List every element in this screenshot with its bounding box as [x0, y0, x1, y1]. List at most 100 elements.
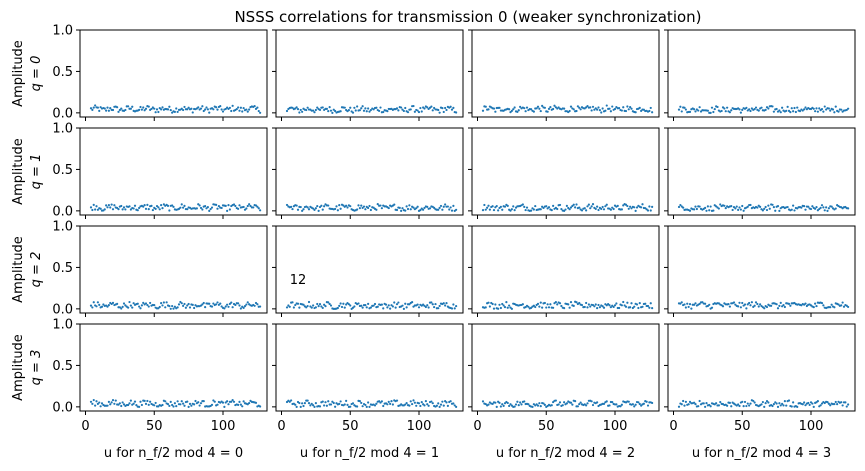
scatter-point	[430, 301, 433, 304]
scatter-point	[446, 404, 449, 407]
scatter-point	[801, 403, 804, 406]
scatter-point	[583, 305, 586, 309]
scatter-point	[829, 109, 832, 112]
scatter-point	[481, 209, 485, 212]
scatter-point	[175, 107, 178, 110]
scatter-point	[442, 302, 445, 305]
scatter-point	[684, 400, 687, 403]
scatter-point	[541, 104, 544, 107]
scatter-point	[564, 208, 567, 211]
scatter-point	[320, 204, 323, 207]
scatter-point	[338, 402, 341, 405]
scatter-point	[147, 403, 150, 406]
scatter-point	[715, 402, 718, 405]
scatter-point	[182, 304, 185, 307]
scatter-point	[624, 203, 628, 206]
scatter-point	[536, 302, 540, 305]
scatter-point	[569, 206, 573, 209]
scatter-point	[611, 206, 614, 209]
scatter-point	[601, 305, 604, 308]
scatter-point	[345, 399, 348, 402]
scatter-point	[132, 207, 135, 210]
scatter-point	[256, 303, 259, 306]
scatter-point	[498, 303, 501, 306]
scatter-point	[598, 109, 601, 112]
scatter-point	[109, 403, 112, 406]
scatter-point	[187, 106, 190, 109]
scatter-point	[347, 303, 350, 306]
y-tick-label: 1.0	[52, 24, 73, 39]
scatter-point	[199, 107, 203, 110]
scatter-point	[631, 403, 634, 406]
scatter-point	[376, 305, 379, 308]
scatter-point	[153, 107, 156, 110]
scatter-point	[825, 206, 828, 209]
x-tick-label: 100	[211, 419, 236, 434]
scatter-point	[732, 301, 736, 304]
y-tick-label: 1.0	[52, 318, 73, 333]
scatter-point	[520, 403, 523, 406]
scatter-point	[95, 400, 98, 403]
scatter-point	[91, 108, 94, 111]
scatter-point	[609, 306, 612, 309]
scatter-point	[741, 400, 744, 403]
scatter-point	[583, 207, 586, 210]
scatter-point	[221, 110, 225, 113]
scatter-point	[292, 306, 295, 309]
scatter-point	[146, 399, 149, 403]
scatter-point	[543, 106, 546, 109]
scatter-point	[453, 307, 456, 310]
scatter-point	[412, 399, 415, 402]
y-tick-label: 0.5	[52, 65, 73, 80]
scatter-point	[169, 400, 172, 403]
scatter-point	[684, 108, 687, 111]
scatter-point	[95, 305, 98, 308]
scatter-point	[563, 401, 566, 404]
scatter-point	[841, 301, 844, 304]
scatter-point	[129, 399, 132, 402]
scatter-point	[771, 105, 774, 108]
scatter-point	[384, 303, 388, 306]
scatter-point	[314, 402, 317, 405]
scatter-point	[790, 405, 793, 408]
scatter-point	[629, 106, 632, 109]
scatter-point	[826, 209, 829, 212]
scatter-point	[146, 203, 149, 207]
scatter-point	[782, 404, 785, 407]
scatter-point	[568, 208, 571, 211]
scatter-point	[169, 108, 172, 112]
scatter-point	[492, 307, 496, 310]
scatter-point	[499, 205, 502, 208]
scatter-point	[237, 207, 240, 210]
scatter-point	[683, 303, 686, 306]
scatter-point	[538, 305, 541, 308]
scatter-point	[442, 404, 445, 407]
scatter-point	[209, 207, 212, 211]
scatter-point	[120, 404, 123, 408]
scatter-point	[437, 402, 440, 405]
scatter-point	[763, 307, 766, 310]
scatter-point	[453, 404, 456, 407]
scatter-point	[161, 207, 164, 210]
scatter-point	[153, 304, 156, 307]
scatter-point	[91, 402, 94, 405]
scatter-point	[495, 405, 498, 408]
scatter-point	[525, 106, 529, 109]
scatter-point	[301, 110, 304, 113]
scatter-point	[776, 307, 780, 310]
scatter-point	[701, 301, 704, 304]
scatter-point	[710, 306, 714, 309]
scatter-point	[626, 204, 629, 208]
scatter-point	[358, 206, 361, 210]
scatter-point	[420, 401, 423, 404]
scatter-point	[516, 110, 519, 113]
scatter-point	[238, 400, 241, 403]
scatter-point	[738, 404, 741, 408]
scatter-point	[160, 302, 163, 305]
scatter-point	[693, 401, 696, 404]
scatter-point	[596, 401, 599, 404]
scatter-point	[561, 404, 564, 407]
scatter-point	[702, 402, 705, 405]
scatter-point	[176, 400, 179, 403]
